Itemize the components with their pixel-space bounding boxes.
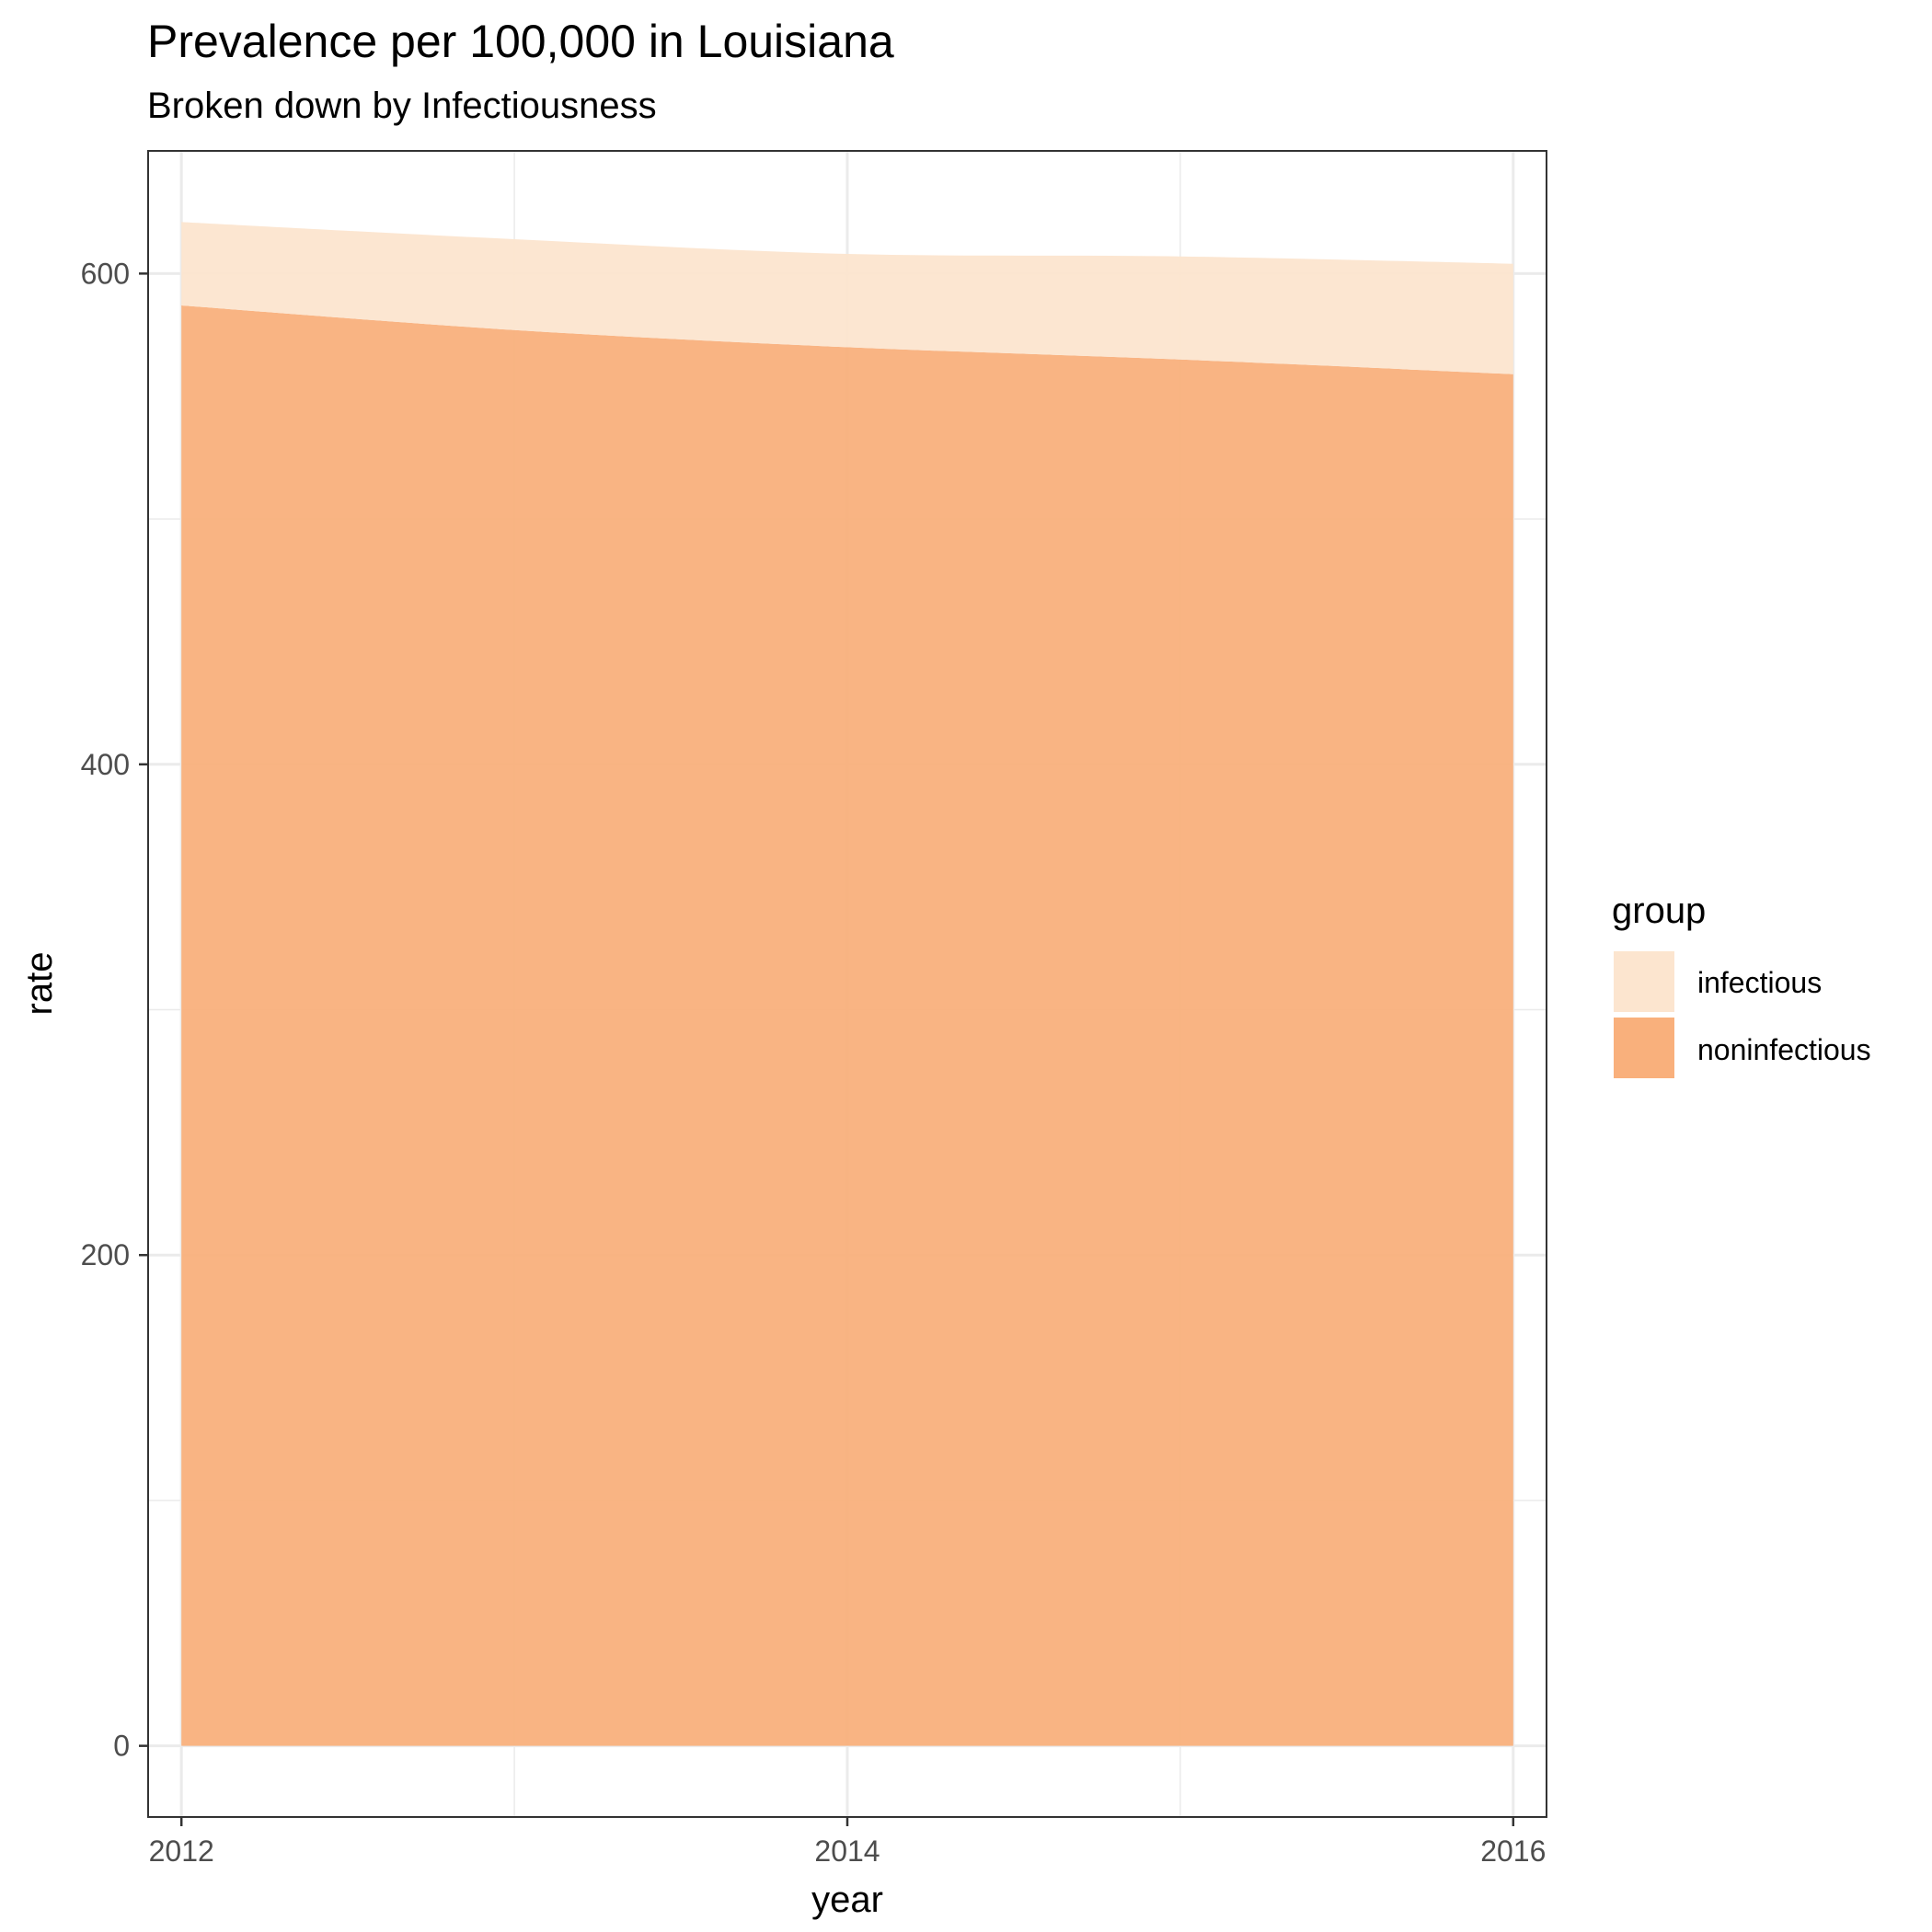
legend-key-infectious — [1614, 951, 1674, 1012]
x-tick-label: 2014 — [814, 1834, 880, 1868]
area-layers — [181, 222, 1513, 1746]
y-axis-title: rate — [19, 952, 60, 1016]
legend: group infectious noninfectious — [1612, 891, 1871, 1078]
legend-title: group — [1612, 891, 1706, 931]
x-axis: 2012 2014 2016 — [149, 1817, 1546, 1868]
legend-label-infectious: infectious — [1697, 966, 1822, 999]
legend-key-noninfectious — [1614, 1018, 1674, 1078]
area-infectious — [181, 222, 1513, 374]
y-tick-label: 200 — [81, 1238, 130, 1271]
y-axis: 0 200 400 600 — [81, 257, 148, 1763]
area-noninfectious — [181, 305, 1513, 1746]
x-tick-label: 2016 — [1480, 1834, 1546, 1868]
legend-label-noninfectious: noninfectious — [1697, 1033, 1871, 1066]
y-tick-label: 600 — [81, 257, 130, 290]
x-tick-label: 2012 — [149, 1834, 214, 1868]
y-tick-label: 0 — [113, 1730, 130, 1763]
y-tick-label: 400 — [81, 748, 130, 781]
chart-title: Prevalence per 100,000 in Louisiana — [147, 16, 894, 67]
plot-panel — [147, 150, 1547, 1818]
chart-subtitle: Broken down by Infectiousness — [147, 86, 657, 126]
x-axis-title: year — [811, 1880, 883, 1920]
